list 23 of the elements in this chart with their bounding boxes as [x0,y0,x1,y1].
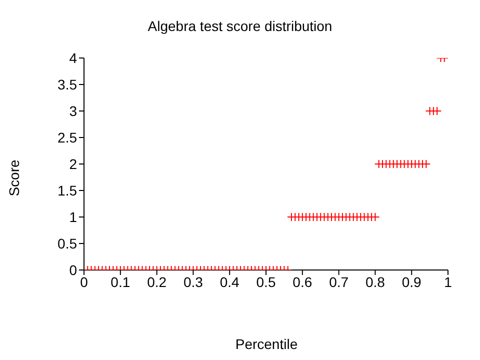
x-tick-label: 0.3 [183,274,204,290]
x-tick-label: 0.1 [110,274,130,290]
x-tick-label: 1 [444,274,452,290]
x-tick-label: 0.5 [256,274,276,290]
x-tick-label: 0.4 [220,274,240,290]
y-tick-label: 3 [69,102,78,119]
y-tick-label: 1.5 [58,182,78,198]
x-tick-label: 0.7 [329,274,349,290]
y-tick-label: 3.5 [58,76,78,92]
x-tick-label: 0.2 [147,274,167,290]
x-tick-label: 0.6 [292,274,312,290]
y-tick-label: 0.5 [58,235,78,252]
x-tick-label: 0 [80,274,88,290]
y-tick-label: 2 [69,156,78,172]
y-tick-label: 2.5 [58,129,78,146]
x-tick-label: 0.9 [402,274,422,290]
y-tick-label: 0 [69,262,78,278]
y-tick-label: 1 [69,208,78,225]
x-tick-label: 0.8 [365,274,386,290]
chart-title: Algebra test score distribution [146,18,334,34]
y-axis-title: Score [6,160,22,196]
y-tick-label: 4 [69,50,78,66]
x-axis-title: Percentile [234,336,299,352]
